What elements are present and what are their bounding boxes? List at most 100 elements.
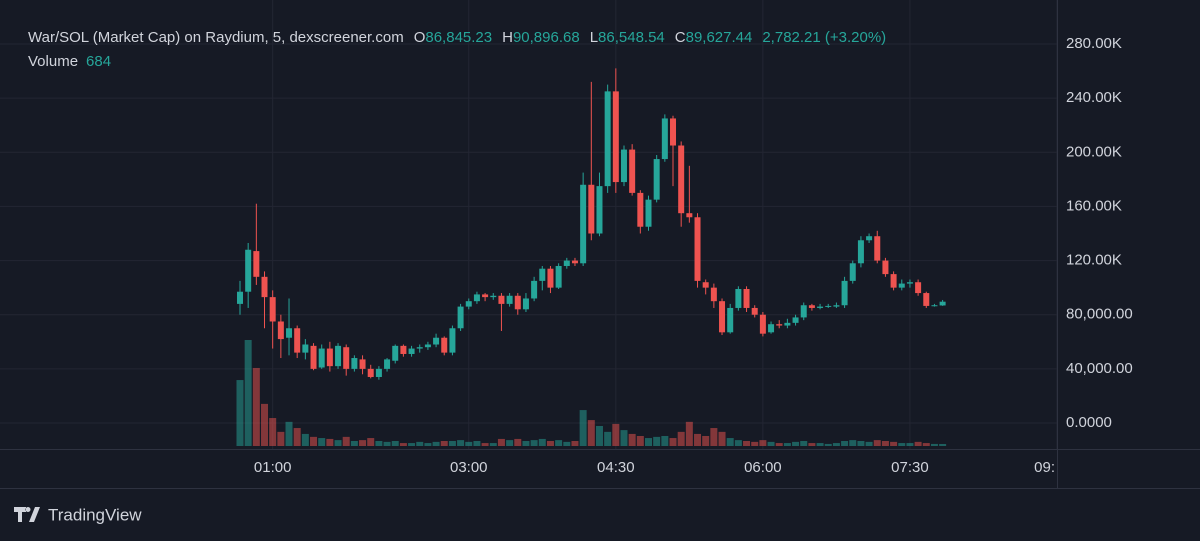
candle-body (482, 294, 489, 298)
volume-bar (841, 440, 849, 446)
volume-bar (440, 440, 448, 446)
candle-body (490, 295, 497, 298)
legend-value: 86,845.23 (425, 29, 492, 46)
volume-bar (767, 441, 775, 446)
volume-bar (816, 443, 824, 446)
brand: TradingView (14, 505, 142, 524)
candle-body (637, 192, 644, 227)
candle-body (906, 282, 913, 284)
y-tick-label: 80,000.00 (1066, 306, 1133, 323)
volume-pane (236, 340, 947, 446)
candle-body (898, 283, 905, 288)
volume-bar (759, 440, 767, 446)
volume-bar (342, 436, 350, 446)
volume-bar (849, 440, 857, 446)
volume-bar (261, 403, 269, 446)
volume-bar (906, 443, 914, 446)
volume-bar (775, 443, 783, 446)
candle-body (694, 217, 701, 281)
candle-body (596, 186, 603, 234)
volume-bar (481, 443, 489, 446)
y-tick-label: 160.00K (1066, 197, 1122, 214)
volume-bar (792, 441, 800, 446)
volume-bar (800, 440, 808, 446)
candle-body (302, 344, 309, 353)
brand-logo (14, 507, 40, 522)
candle-body (449, 328, 456, 353)
volume-bar (301, 433, 309, 446)
candle-body (531, 280, 538, 299)
candle-body (408, 348, 415, 354)
candle-body (784, 322, 791, 326)
volume-bar (350, 440, 358, 446)
candle-body (473, 294, 480, 302)
volume-bar (506, 440, 514, 446)
candle-body (416, 347, 423, 349)
volume-bar (587, 420, 595, 446)
volume-bar (473, 440, 481, 446)
candle-body (678, 145, 685, 214)
volume-bar (628, 433, 636, 446)
volume-bar (808, 443, 816, 446)
candle-body (433, 337, 440, 345)
legend-value: 90,896.68 (513, 29, 580, 46)
legend-key: C (675, 29, 686, 46)
volume-bar (710, 428, 718, 446)
volume-bar (465, 441, 473, 446)
candle-body (890, 274, 897, 288)
volume-bar (367, 438, 375, 446)
candle-body (874, 236, 881, 261)
volume-bar (244, 340, 252, 446)
candle-body (939, 301, 946, 306)
chart-title: War/SOL (Market Cap) on Raydium, 5, dexs… (28, 29, 404, 46)
volume-bar (718, 431, 726, 446)
volume-bar (538, 438, 546, 446)
volume-bar (546, 440, 554, 446)
candle-body (359, 359, 366, 369)
volume-bar (636, 435, 644, 446)
candle-body (702, 282, 709, 288)
volume-bar (890, 441, 898, 446)
candle-body (351, 358, 358, 369)
legend-key: O (414, 29, 426, 46)
volume-bar (685, 421, 693, 446)
grid (0, 0, 1058, 449)
brand-name: TradingView (48, 505, 142, 524)
candle-body (277, 321, 284, 340)
volume-bar (326, 438, 334, 446)
volume-bar (432, 441, 440, 446)
volume-bar (726, 438, 734, 446)
x-tick-label: 06:00 (744, 459, 782, 476)
legend-value: 2,782.21 (+3.20%) (762, 29, 886, 46)
candle-body (620, 149, 627, 183)
volume-bar (939, 443, 947, 446)
candle-body (522, 298, 529, 310)
volume-bar (334, 440, 342, 446)
candle-body (768, 324, 775, 333)
volume-bar (645, 438, 652, 446)
candle-body (465, 301, 472, 307)
volume-bar (514, 438, 522, 446)
volume-bar (399, 443, 407, 446)
legend-key: L (590, 29, 598, 46)
volume-bar (448, 440, 456, 446)
volume-bar (914, 441, 922, 446)
candle-body (506, 295, 513, 304)
candle-body (457, 306, 464, 329)
volume-legend: Volume 684 (28, 53, 111, 70)
volume-bar (595, 425, 603, 446)
volume-bar (653, 436, 661, 446)
candle-body (563, 260, 570, 266)
candle-body (661, 118, 668, 160)
candle-body (588, 184, 595, 234)
volume-bar (489, 443, 497, 446)
volume-bar (612, 423, 620, 446)
x-tick-label: 09: (1034, 459, 1055, 476)
candle-body (629, 149, 636, 193)
chart-header: War/SOL (Market Cap) on Raydium, 5, dexs… (28, 29, 886, 46)
candle-body (326, 348, 333, 367)
candle-body (343, 347, 350, 369)
candle-body (571, 260, 578, 264)
candle-body (653, 159, 660, 200)
